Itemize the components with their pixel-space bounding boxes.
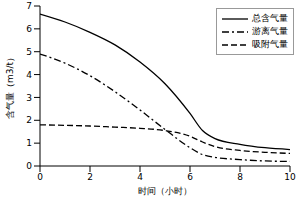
svg-text:2: 2 — [26, 115, 32, 125]
svg-text:6: 6 — [26, 24, 32, 34]
svg-text:时间（小时）: 时间（小时） — [138, 186, 192, 196]
svg-text:6: 6 — [187, 172, 193, 182]
svg-text:0: 0 — [26, 161, 32, 171]
svg-text:2: 2 — [87, 172, 93, 182]
svg-text:10: 10 — [284, 172, 292, 182]
html-text:游离气量: 游离气量 — [252, 26, 288, 36]
svg-text:5: 5 — [26, 47, 32, 57]
html-text:吸附气量: 吸附气量 — [252, 39, 288, 49]
svg-text:4: 4 — [137, 172, 143, 182]
svg-text:7: 7 — [26, 1, 32, 11]
svg-text:8: 8 — [237, 172, 243, 182]
svg-text:1: 1 — [26, 138, 32, 148]
html-text:总含气量: 总含气量 — [252, 13, 288, 23]
svg-text:0: 0 — [37, 172, 43, 182]
svg-text:含气量（m3/t）: 含气量（m3/t） — [8, 53, 15, 119]
svg-text:4: 4 — [26, 70, 32, 80]
svg-text:3: 3 — [26, 93, 32, 103]
